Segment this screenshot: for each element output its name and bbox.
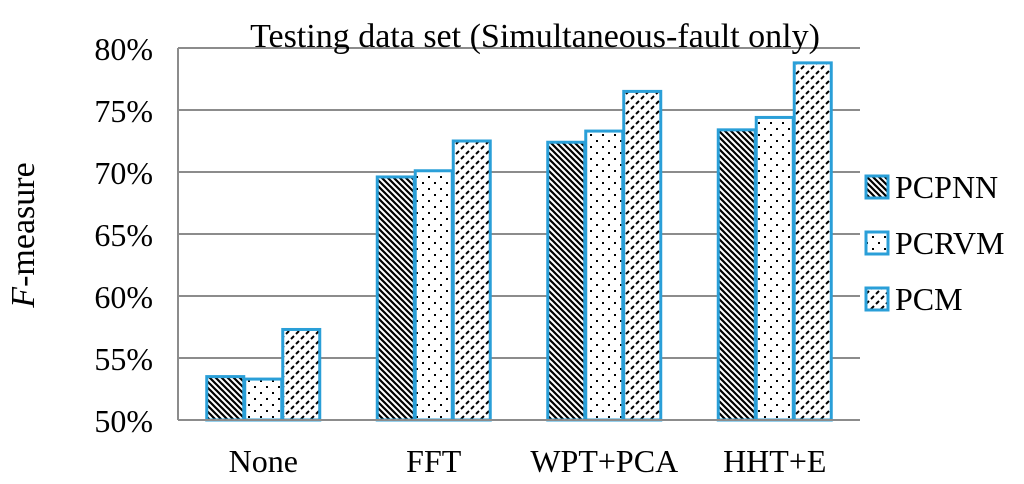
legend: PCPNN PCRVM PCM <box>864 169 1004 317</box>
x-tick-label: None <box>229 443 298 479</box>
bar-pcpnn-fft <box>375 175 416 422</box>
bar-pcm-wpt-pca <box>622 89 663 422</box>
legend-label: PCM <box>895 281 963 317</box>
y-tick-label: 60% <box>94 279 153 315</box>
y-tick-label: 50% <box>94 403 153 439</box>
y-axis-label: F-measure <box>5 162 42 308</box>
x-tick-label: FFT <box>406 443 462 479</box>
bars <box>205 61 833 422</box>
y-tick-label: 80% <box>94 31 153 67</box>
bar-pcrvm-wpt-pca <box>584 129 625 422</box>
x-tick-label: WPT+PCA <box>530 443 678 479</box>
y-tick-labels: 50% 55% 60% 65% 70% 75% 80% <box>94 31 153 439</box>
y-tick-label: 70% <box>94 155 153 191</box>
y-tick-label: 65% <box>94 217 153 253</box>
bar-pcpnn-hht-e <box>716 128 757 422</box>
bar-pcrvm-fft <box>413 169 454 422</box>
x-tick-labels: None FFT WPT+PCA HHT+E <box>229 443 827 479</box>
y-axis-label-italic: F <box>5 286 42 309</box>
y-tick-label: 75% <box>94 93 153 129</box>
legend-swatch <box>864 174 890 200</box>
legend-label: PCPNN <box>895 169 998 205</box>
bar-pcrvm-hht-e <box>754 115 795 422</box>
x-tick-label: HHT+E <box>723 443 826 479</box>
bar-pcpnn-wpt-pca <box>546 140 587 422</box>
bar-pcrvm-none <box>243 377 284 422</box>
y-axis-label-rest: -measure <box>5 162 42 287</box>
legend-label: PCRVM <box>895 225 1004 261</box>
y-tick-label: 55% <box>94 341 153 377</box>
chart-title: Testing data set (Simultaneous-fault onl… <box>250 18 820 55</box>
bar-pcm-none <box>281 327 322 422</box>
bar-pcm-hht-e <box>792 61 833 422</box>
legend-swatch <box>864 286 890 312</box>
bar-pcm-fft <box>451 139 492 422</box>
legend-swatch <box>864 230 890 256</box>
bar-pcpnn-none <box>205 375 246 422</box>
